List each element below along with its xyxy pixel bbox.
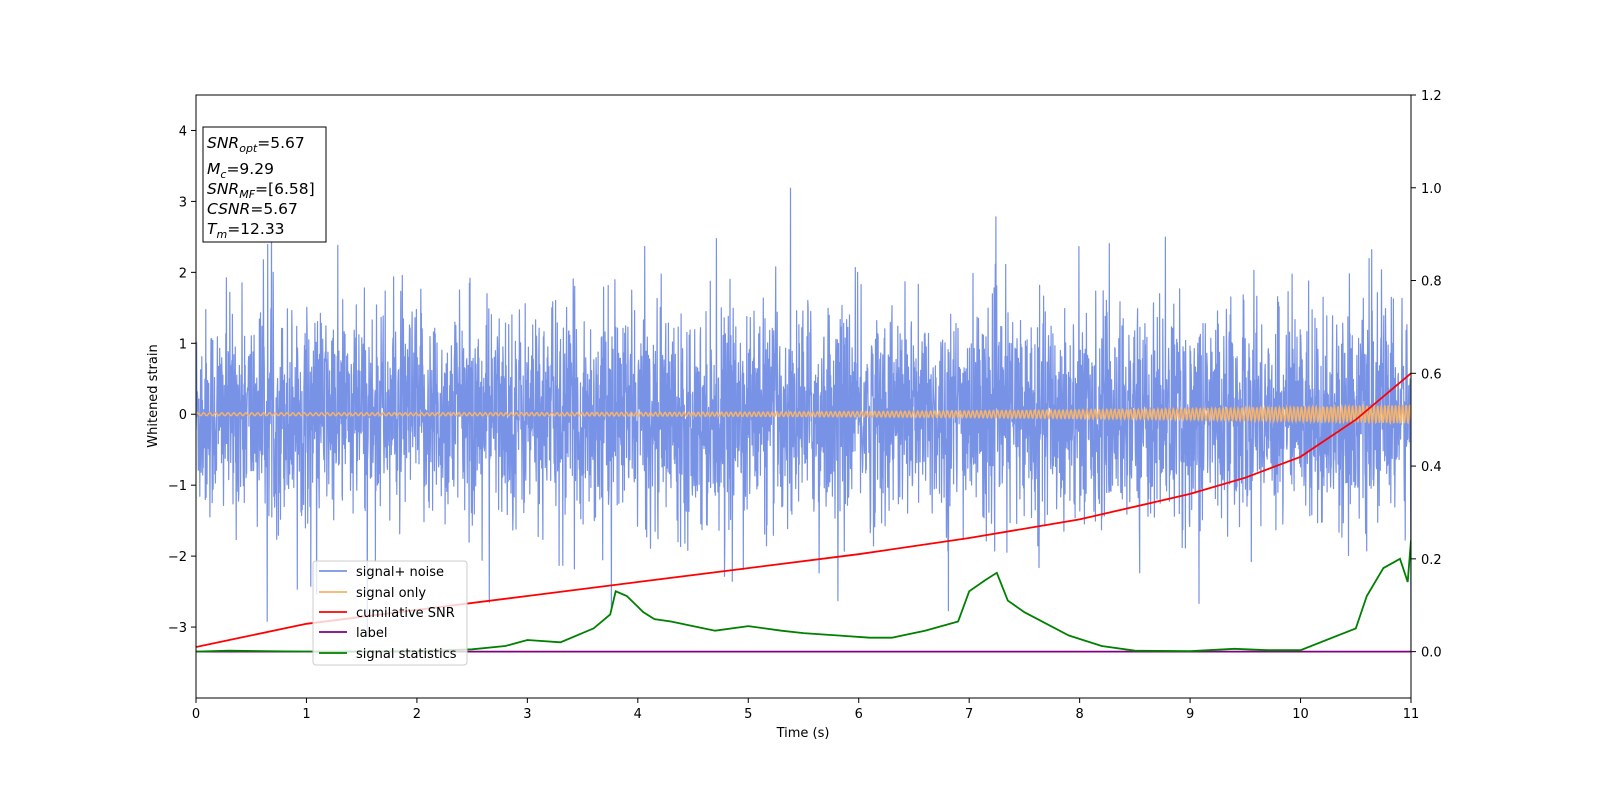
plot-frame — [195, 94, 1412, 699]
legend-item-label: label — [319, 626, 387, 641]
annotation-tm: Tm=12.33 — [207, 220, 285, 241]
y-tick-label-2: −1 — [168, 479, 187, 494]
svg-text:cumilative SNR: cumilative SNR — [356, 606, 455, 621]
x-tick-label-9: 9 — [1186, 707, 1194, 722]
y-tick-label-7: 4 — [179, 124, 187, 139]
annotation-box: SNRopt=5.67 Mc=9.29 SNRMF=[6.58] CSNR=5.… — [202, 126, 327, 243]
y-axis-left: −3 −2 −1 0 1 2 3 4 — [168, 124, 196, 636]
x-tick-label-5: 5 — [744, 707, 752, 722]
x-tick-label-10: 10 — [1292, 707, 1309, 722]
y2-tick-label-2: 0.4 — [1421, 460, 1442, 475]
series-signal-statistics-line — [196, 540, 1411, 653]
annotation-mc: Mc=9.29 — [207, 160, 274, 181]
series-signal-noise-line — [196, 187, 1411, 651]
y-axis-right: 0.0 0.2 0.4 0.6 0.8 1.0 1.2 — [1411, 89, 1442, 661]
x-tick-label-8: 8 — [1075, 707, 1083, 722]
svg-text:label: label — [356, 626, 387, 641]
annotation-csnr: CSNR=5.67 — [207, 200, 298, 218]
y2-tick-label-6: 1.2 — [1421, 89, 1442, 104]
y-tick-label-1: −2 — [168, 550, 187, 565]
x-tick-label-6: 6 — [855, 707, 863, 722]
x-tick-label-7: 7 — [965, 707, 973, 722]
legend-item-signal-noise: signal+ noise — [319, 565, 444, 580]
legend-item-signal-only: signal only — [319, 586, 426, 601]
y2-tick-label-1: 0.2 — [1421, 553, 1442, 568]
annotation-snr-mf: SNRMF=[6.58] — [207, 180, 315, 201]
x-tick-label-4: 4 — [634, 707, 642, 722]
y-tick-label-3: 0 — [179, 408, 187, 423]
svg-text:signal statistics: signal statistics — [356, 647, 457, 662]
x-axis-label: Time (s) — [776, 726, 830, 741]
legend: signal+ noise signal only cumilative SNR… — [312, 560, 468, 666]
svg-text:signal+ noise: signal+ noise — [356, 565, 444, 580]
x-tick-label-0: 0 — [192, 707, 200, 722]
y-axis-label: Whitened strain — [146, 344, 161, 447]
y-tick-label-0: −3 — [168, 621, 187, 636]
y-tick-label-6: 3 — [179, 195, 187, 210]
svg-text:signal only: signal only — [356, 586, 426, 601]
y2-tick-label-5: 1.0 — [1421, 182, 1442, 197]
x-axis: 0 1 2 3 4 5 6 7 8 9 10 11 — [192, 698, 1419, 722]
legend-item-cumilative-snr: cumilative SNR — [319, 606, 455, 621]
y-tick-label-4: 1 — [179, 337, 187, 352]
x-tick-label-3: 3 — [523, 707, 531, 722]
x-tick-label-11: 11 — [1403, 707, 1420, 722]
y2-tick-label-0: 0.0 — [1421, 646, 1442, 661]
y-tick-label-5: 2 — [179, 266, 187, 281]
legend-item-signal-statistics: signal statistics — [319, 647, 457, 662]
series-signal-only-line — [196, 403, 1411, 426]
annotation-snr-opt: SNRopt=5.67 — [207, 134, 305, 155]
y2-tick-label-4: 0.8 — [1421, 275, 1442, 290]
x-tick-label-2: 2 — [413, 707, 421, 722]
x-tick-label-1: 1 — [302, 707, 310, 722]
y2-tick-label-3: 0.6 — [1421, 367, 1442, 382]
